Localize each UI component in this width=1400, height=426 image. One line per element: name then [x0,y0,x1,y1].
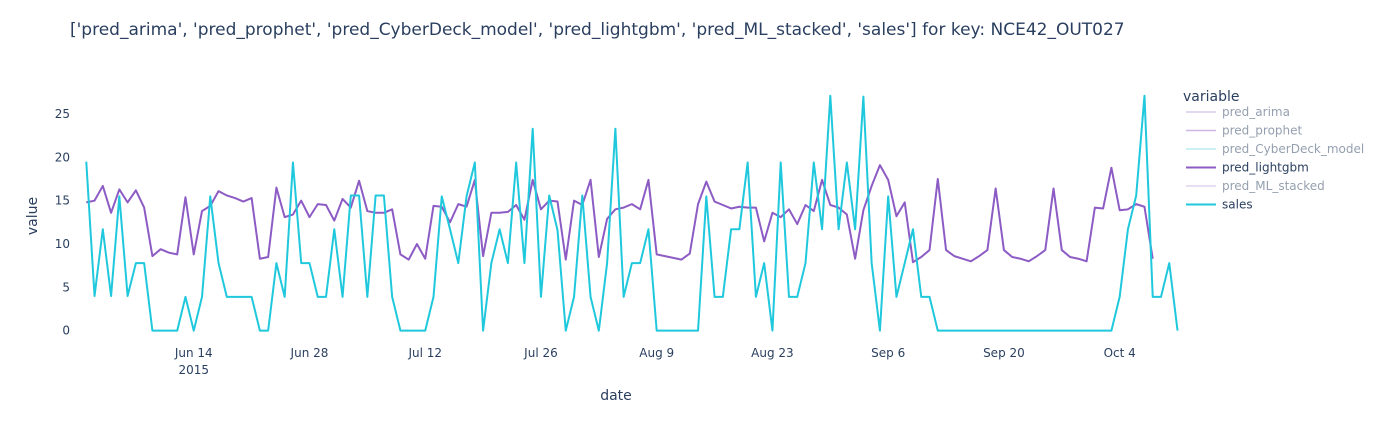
x-tick-label: Jun 28 [290,346,329,360]
x-tick-label: Jun 14 [174,346,213,360]
x-tick-label: Aug 9 [639,346,674,360]
legend-item-pred-prophet[interactable]: pred_prophet [1186,124,1303,138]
legend-label: pred_arima [1222,105,1290,119]
x-tick-label: Jul 12 [407,346,442,360]
legend-item-pred-lightgbm[interactable]: pred_lightgbm [1186,161,1309,175]
x-tick-label: Sep 6 [871,346,905,360]
y-tick-label: 15 [55,194,70,208]
legend-item-sales[interactable]: sales [1186,198,1253,212]
legend-label: sales [1222,198,1253,212]
legend-item-pred-ml-stacked[interactable]: pred_ML_stacked [1186,179,1325,193]
x-tick-sublabel: 2015 [178,363,209,377]
y-axis-ticks: 0 5 10 15 20 25 [55,107,70,338]
legend-item-pred-arima[interactable]: pred_arima [1186,105,1290,119]
legend-label: pred_ML_stacked [1222,179,1325,193]
x-axis-title: date [600,388,632,404]
x-tick-label: Aug 23 [751,346,794,360]
chart-title: ['pred_arima', 'pred_prophet', 'pred_Cyb… [70,20,1125,40]
legend-title: variable [1183,89,1239,105]
y-axis-title: value [25,197,41,235]
legend-item-pred-cyberdeck-model[interactable]: pred_CyberDeck_model [1186,142,1364,156]
y-tick-label: 5 [62,280,70,294]
x-tick-label: Sep 20 [983,346,1025,360]
y-tick-label: 20 [55,150,70,164]
series-lines [85,94,1179,332]
x-tick-label: Jul 26 [523,346,558,360]
x-axis-ticks: Jun 14 2015 Jun 28 Jul 12 Jul 26 Aug 9 Aug 23 S… [174,346,1136,377]
x-tick-label: Oct 4 [1104,346,1136,360]
y-tick-label: 0 [62,324,70,338]
y-tick-label: 25 [55,107,70,121]
legend-label: pred_prophet [1222,124,1303,138]
legend: variable pred_arima pred_prophet pred_Cybe… [1183,89,1364,212]
y-tick-label: 10 [55,237,70,251]
legend-label: pred_CyberDeck_model [1222,142,1364,156]
series-line-sales [85,94,1179,332]
legend-label: pred_lightgbm [1222,161,1309,175]
